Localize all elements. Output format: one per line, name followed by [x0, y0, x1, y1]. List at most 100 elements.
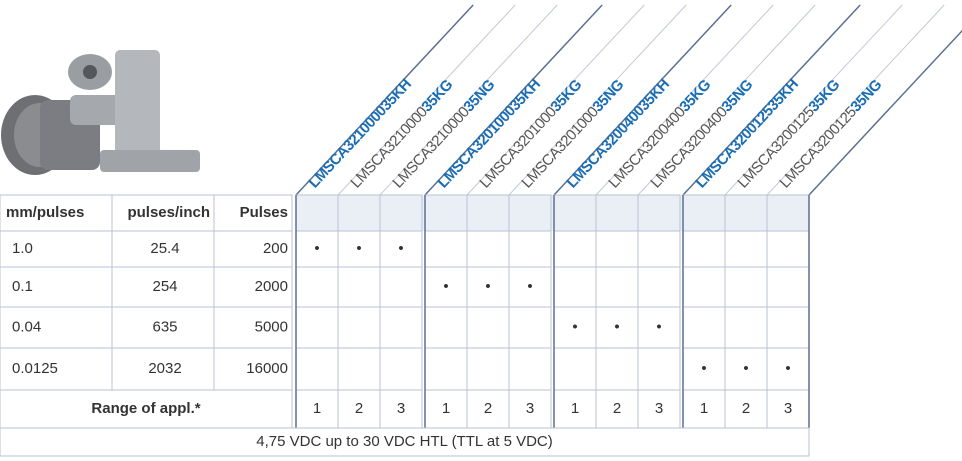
- cell: [379, 266, 423, 308]
- range-value: 2: [484, 400, 492, 417]
- dot: •: [743, 360, 748, 377]
- model-base: LMSCA3210000: [389, 104, 473, 192]
- dot: •: [356, 240, 361, 257]
- row-cell: 635: [152, 318, 177, 335]
- cell: [766, 230, 810, 268]
- cell: [637, 347, 681, 391]
- cell: [0, 427, 810, 457]
- model-suffix: 35KH: [507, 76, 544, 114]
- row-cell: 254: [152, 278, 177, 295]
- range-value: 3: [655, 400, 663, 417]
- range-value: 1: [700, 400, 708, 417]
- product-image: [1, 50, 200, 175]
- cell: [724, 266, 768, 308]
- cell: [595, 347, 639, 391]
- cell: [295, 347, 339, 391]
- dot: •: [485, 278, 490, 295]
- model-base: LMSCA3201000: [518, 104, 602, 192]
- diagonal-divider: [808, 29, 962, 196]
- diagonal-divider: [637, 4, 816, 196]
- row-cell: 0.1: [12, 278, 33, 295]
- diagonal-divider: [724, 4, 903, 196]
- cell: [295, 306, 339, 349]
- dot: •: [785, 360, 790, 377]
- model-suffix: 35NG: [718, 77, 756, 116]
- row-cell: 0.04: [12, 318, 41, 335]
- row-cell: 25.4: [150, 240, 179, 257]
- range-value: 3: [526, 400, 534, 417]
- model-suffix: 35KH: [636, 76, 673, 114]
- row-cell: 1.0: [12, 240, 33, 257]
- header-cell: Pulses: [240, 204, 288, 221]
- cell: [682, 230, 726, 268]
- row-cell: 2000: [255, 278, 288, 295]
- cell: [637, 266, 681, 308]
- diagonal-divider: [508, 4, 687, 196]
- model-suffix: 35NG: [460, 77, 498, 116]
- row-cell: 200: [263, 240, 288, 257]
- cell: [295, 266, 339, 308]
- cell: [379, 347, 423, 391]
- diagonal-divider: [766, 4, 945, 196]
- header-cell: mm/pulses: [6, 204, 84, 221]
- model-suffix: 35KH: [378, 76, 415, 114]
- dot: •: [527, 278, 532, 295]
- cell: [724, 230, 768, 268]
- cell: [724, 306, 768, 349]
- cell: [466, 347, 510, 391]
- diagonal-divider: [682, 4, 861, 196]
- footer: 4,75 VDC up to 30 VDC HTL (TTL at 5 VDC): [256, 433, 553, 450]
- dot: •: [701, 360, 706, 377]
- row-cell: 0.0125: [12, 360, 58, 377]
- model-suffix: 35KH: [765, 76, 802, 114]
- diagonal-divider: [553, 4, 732, 196]
- dot: •: [572, 318, 577, 335]
- cell: [466, 230, 510, 268]
- diagonal-divider: [295, 4, 474, 196]
- cell: [766, 266, 810, 308]
- dot: •: [314, 240, 319, 257]
- cell: [424, 347, 468, 391]
- cell: [595, 266, 639, 308]
- range-value: 2: [355, 400, 363, 417]
- diagonal-divider: [595, 4, 774, 196]
- range-value: 3: [397, 400, 405, 417]
- cell: [337, 347, 381, 391]
- cell: [424, 306, 468, 349]
- cell: [508, 347, 552, 391]
- cell: [337, 306, 381, 349]
- dot: •: [656, 318, 661, 335]
- model-suffix: 35KG: [547, 77, 585, 116]
- cell: [682, 306, 726, 349]
- model-base: LMSCA3200125: [776, 104, 860, 192]
- range-value: 1: [313, 400, 321, 417]
- cell: [553, 230, 597, 268]
- diagonal-divider: [379, 4, 558, 196]
- cell: [337, 266, 381, 308]
- diagonal-divider: [424, 4, 603, 196]
- header-cell: pulses/inch: [127, 204, 210, 221]
- diagonal-divider: [337, 4, 516, 196]
- range-value: 2: [742, 400, 750, 417]
- range-value: 2: [613, 400, 621, 417]
- dot: •: [443, 278, 448, 295]
- cell: [508, 230, 552, 268]
- model-suffix: 35NG: [847, 77, 885, 116]
- dot: •: [614, 318, 619, 335]
- range-value: 1: [571, 400, 579, 417]
- cell: [766, 306, 810, 349]
- model-suffix: 35KG: [805, 77, 843, 116]
- diagonal-divider: [466, 4, 645, 196]
- range-label: Range of appl.*: [91, 400, 200, 417]
- cell: [595, 230, 639, 268]
- row-cell: 16000: [246, 360, 288, 377]
- range-value: 1: [442, 400, 450, 417]
- cell: [466, 306, 510, 349]
- model-suffix: 35KG: [676, 77, 714, 116]
- model-base: LMSCA3200400: [647, 104, 731, 192]
- cell: [424, 230, 468, 268]
- header-bg: [296, 195, 809, 231]
- row-cell: 2032: [148, 360, 181, 377]
- cell: [553, 347, 597, 391]
